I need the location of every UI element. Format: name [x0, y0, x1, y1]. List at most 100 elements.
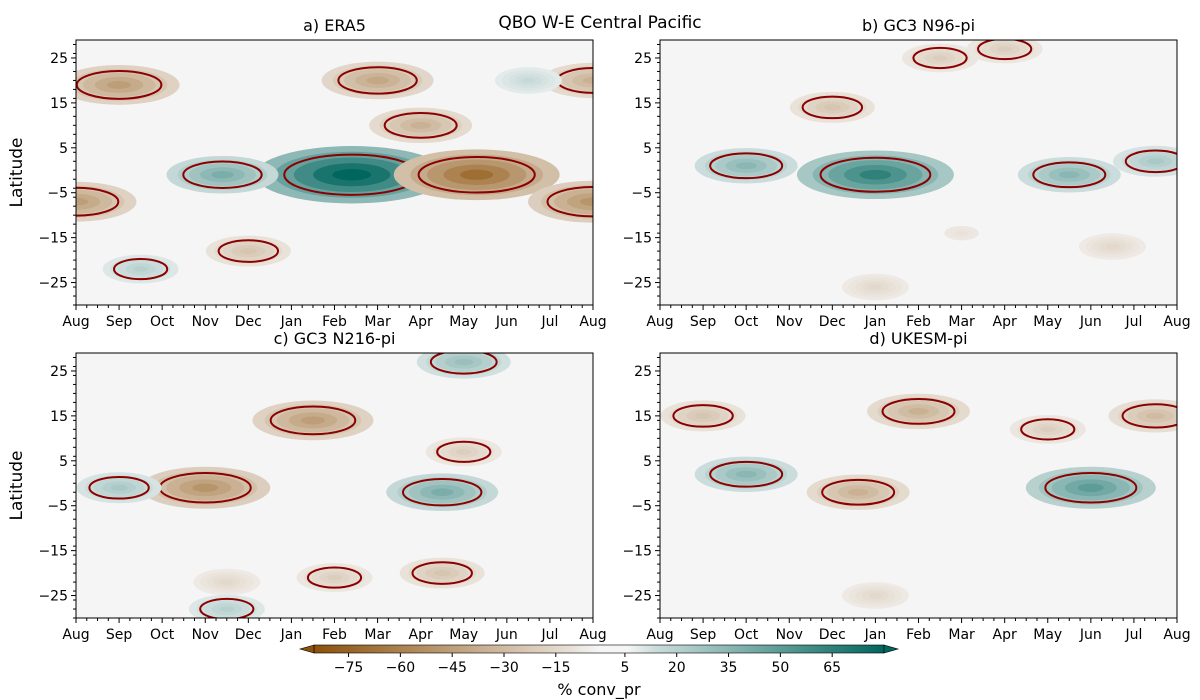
y-tick-label: −15	[38, 544, 68, 560]
colorbar-tick-label: −60	[386, 660, 416, 676]
anomaly-feature	[76, 472, 162, 504]
contour-level	[1105, 243, 1120, 250]
contour-level	[580, 197, 593, 206]
colorbar-tick-label: −45	[437, 660, 467, 676]
anomaly-feature	[369, 107, 473, 144]
significance-contour	[402, 478, 483, 507]
x-tick-label: Feb	[322, 627, 347, 643]
y-tick-label: −5	[631, 186, 652, 202]
significance-contour	[429, 353, 498, 375]
contour-level	[521, 77, 536, 84]
x-tick-label: Feb	[906, 627, 931, 643]
panel-title: a) ERA5	[303, 16, 366, 35]
contour-level	[823, 104, 841, 111]
significance-contour	[672, 404, 734, 428]
colorbar-tick-label: 50	[771, 660, 789, 676]
significance-contour	[801, 95, 864, 120]
x-tick-label: Nov	[776, 314, 803, 330]
panel-title: d) UKESM-pi	[869, 329, 967, 348]
y-tick-label: 5	[59, 454, 68, 470]
x-tick-label: Dec	[235, 627, 262, 643]
contour-level	[908, 407, 929, 415]
anomaly-feature	[76, 65, 180, 105]
y-tick-label: 25	[50, 364, 68, 380]
significance-contour	[912, 46, 968, 70]
x-tick-label: Aug	[579, 627, 606, 643]
y-tick-label: 5	[643, 141, 652, 157]
anomaly-feature	[694, 148, 798, 184]
x-tick-label: Aug	[579, 314, 606, 330]
contour-level	[220, 579, 234, 585]
anomaly-feature	[416, 353, 511, 379]
y-tick-label: −5	[47, 186, 68, 202]
x-tick-label: Mar	[364, 314, 391, 330]
colorbar-extend-high	[883, 644, 900, 654]
x-tick-label: Jun	[1079, 627, 1102, 643]
significance-contour	[113, 257, 169, 281]
x-tick-label: Jan	[864, 314, 887, 330]
x-tick-label: Sep	[106, 314, 133, 330]
contour-level	[1146, 158, 1164, 165]
figure-suptitle: QBO W-E Central Pacific	[498, 13, 701, 33]
contour-level	[110, 484, 128, 491]
contour-level	[410, 121, 431, 129]
contour-level	[847, 488, 869, 496]
x-tick-label: Nov	[776, 627, 803, 643]
anomaly-feature	[252, 400, 374, 441]
contour-level	[1040, 426, 1056, 433]
y-tick-label: −15	[622, 231, 652, 247]
y-tick-label: 5	[59, 141, 68, 157]
anomaly-feature	[321, 61, 434, 100]
contour-level	[582, 76, 593, 84]
significance-contour	[1124, 149, 1177, 174]
significance-contour	[819, 156, 932, 193]
x-tick-label: May	[1033, 627, 1062, 643]
x-tick-label: Jun	[495, 627, 518, 643]
colorbar-tick-label: 20	[668, 660, 686, 676]
contour-level	[433, 569, 451, 577]
x-tick-label: Aug	[646, 627, 673, 643]
anomaly-feature	[796, 150, 954, 200]
x-tick-label: Apr	[993, 627, 1017, 643]
x-tick-label: Dec	[235, 314, 262, 330]
contour-level	[192, 483, 219, 492]
x-tick-label: Aug	[62, 314, 89, 330]
significance-contour	[1121, 403, 1177, 429]
x-tick-label: Apr	[409, 627, 433, 643]
colorbar-tick-label: 35	[720, 660, 738, 676]
y-tick-label: 25	[634, 364, 652, 380]
anomaly-feature	[694, 456, 798, 492]
anomaly-feature	[1112, 145, 1177, 177]
colorbar-bar	[313, 644, 885, 654]
x-tick-label: May	[449, 627, 478, 643]
anomaly-feature	[541, 62, 593, 99]
anomaly-feature	[386, 473, 499, 512]
significance-contour	[383, 111, 458, 139]
anomaly-feature	[841, 273, 909, 301]
significance-contour	[1020, 418, 1076, 441]
significance-contour	[76, 186, 120, 217]
y-tick-label: 5	[643, 454, 652, 470]
contour-level	[868, 592, 883, 599]
anomaly-feature	[1017, 157, 1121, 193]
contour-level	[955, 230, 968, 236]
significance-contour	[88, 475, 150, 500]
anomaly-field	[76, 353, 511, 618]
contour-level	[326, 574, 343, 581]
contour-level	[106, 80, 132, 89]
anomaly-feature	[841, 582, 909, 609]
contour-level	[735, 470, 757, 478]
anomaly-feature	[399, 557, 485, 589]
x-tick-label: Mar	[948, 627, 975, 643]
x-tick-label: Feb	[322, 314, 347, 330]
x-tick-label: Jul	[540, 627, 558, 643]
colorbar-tick-label: 5	[620, 660, 629, 676]
x-tick-label: Oct	[734, 314, 759, 330]
y-tick-label: −25	[622, 276, 652, 292]
contour-level	[1058, 171, 1080, 179]
panels: a) ERA5 Aug Sep Oct Nov Dec Jan Feb Mar Apr May Jun…	[7, 16, 1191, 643]
significance-contour	[217, 239, 280, 263]
anomaly-feature	[393, 149, 560, 201]
x-tick-label: Jul	[540, 314, 558, 330]
